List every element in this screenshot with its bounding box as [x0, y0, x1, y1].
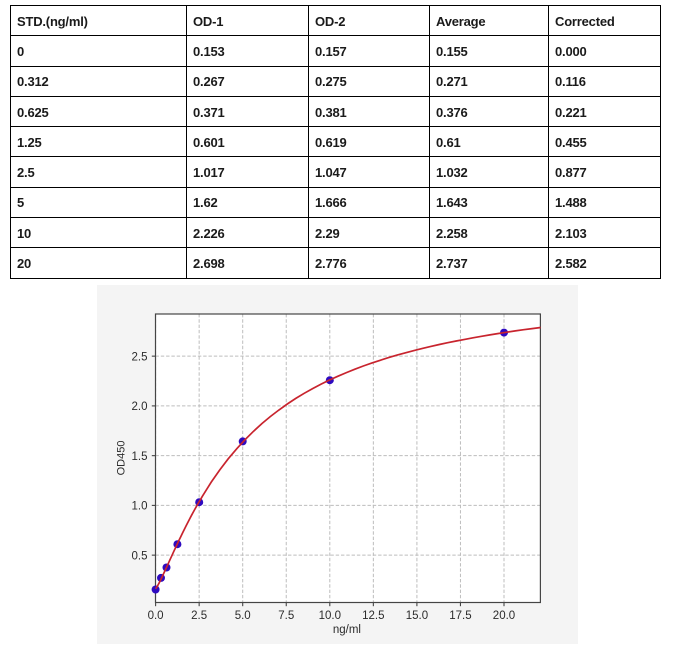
svg-text:5.0: 5.0	[235, 610, 251, 622]
svg-text:0.5: 0.5	[132, 550, 148, 562]
svg-text:15.0: 15.0	[406, 610, 428, 622]
svg-text:1.5: 1.5	[132, 451, 148, 463]
svg-text:2.5: 2.5	[191, 610, 207, 622]
svg-text:ng/ml: ng/ml	[333, 624, 361, 636]
svg-text:1.0: 1.0	[132, 501, 148, 513]
svg-text:OD450: OD450	[115, 441, 127, 476]
svg-text:2.0: 2.0	[132, 401, 148, 413]
svg-text:2.5: 2.5	[132, 351, 148, 363]
svg-text:0.0: 0.0	[148, 610, 164, 622]
svg-text:12.5: 12.5	[362, 610, 384, 622]
svg-text:17.5: 17.5	[449, 610, 471, 622]
svg-text:20.0: 20.0	[493, 610, 515, 622]
svg-text:10.0: 10.0	[319, 610, 341, 622]
svg-text:7.5: 7.5	[278, 610, 294, 622]
